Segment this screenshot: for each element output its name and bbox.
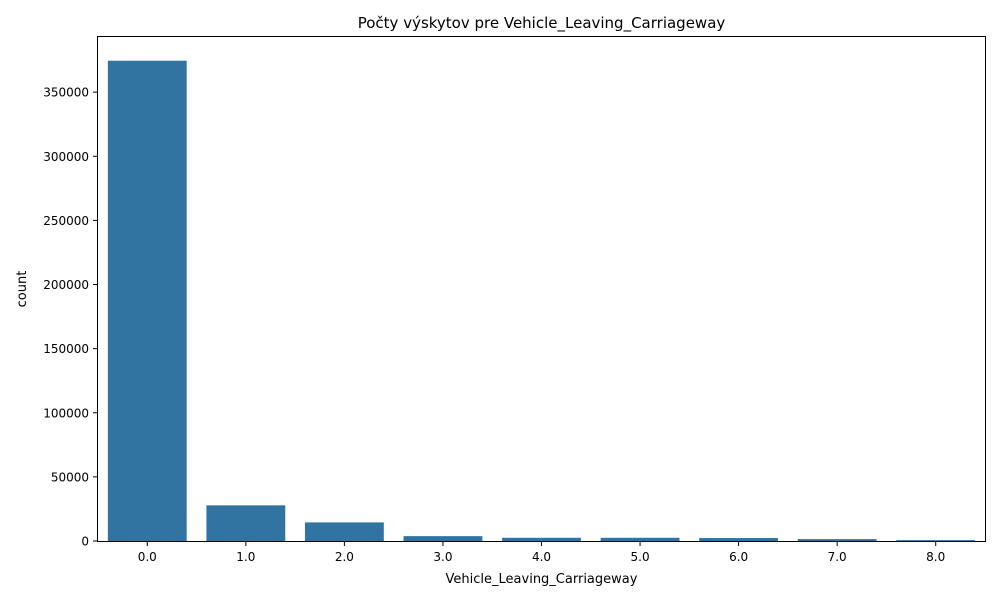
- x-tick-label: 0.0: [138, 550, 157, 564]
- y-tick-label: 0: [81, 535, 89, 549]
- y-axis-label: count: [15, 271, 30, 308]
- bar-7-0: [797, 539, 877, 541]
- x-tick-label: 2.0: [335, 550, 354, 564]
- bar-6-0: [699, 538, 779, 541]
- bar-0-0: [107, 60, 187, 541]
- x-tick-label: 3.0: [433, 550, 452, 564]
- y-tick-label: 250000: [43, 214, 89, 228]
- x-tick-label: 6.0: [729, 550, 748, 564]
- y-tick-label: 100000: [43, 406, 89, 420]
- y-tick-label: 300000: [43, 150, 89, 164]
- x-axis-ticks: 0.0 1.0 2.0 3.0 4.0 5.0 6.0 7.0 8.0: [138, 541, 945, 564]
- x-tick-label: 8.0: [926, 550, 945, 564]
- x-tick-label: 5.0: [631, 550, 650, 564]
- bars-group: [107, 60, 976, 541]
- bar-3-0: [403, 536, 483, 541]
- plot-frame: [97, 36, 986, 542]
- bar-4-0: [502, 537, 581, 541]
- y-tick-label: 200000: [43, 278, 89, 292]
- bar-2-0: [304, 522, 384, 541]
- bar-5-0: [600, 537, 680, 541]
- y-tick-label: 350000: [43, 86, 89, 100]
- y-axis-ticks: 0 50000 100000 150000 200000 250000 300000 3500…: [43, 86, 98, 549]
- y-tick-label: 150000: [43, 342, 89, 356]
- y-tick-label: 50000: [51, 470, 89, 484]
- x-tick-label: 1.0: [236, 550, 255, 564]
- bar-1-0: [206, 505, 286, 541]
- bar-8-0: [896, 540, 976, 541]
- chart-title: Počty výskytov pre Vehicle_Leaving_Carri…: [358, 14, 726, 33]
- x-tick-label: 7.0: [828, 550, 847, 564]
- x-tick-label: 4.0: [532, 550, 551, 564]
- x-axis-label: Vehicle_Leaving_Carriageway: [446, 572, 638, 587]
